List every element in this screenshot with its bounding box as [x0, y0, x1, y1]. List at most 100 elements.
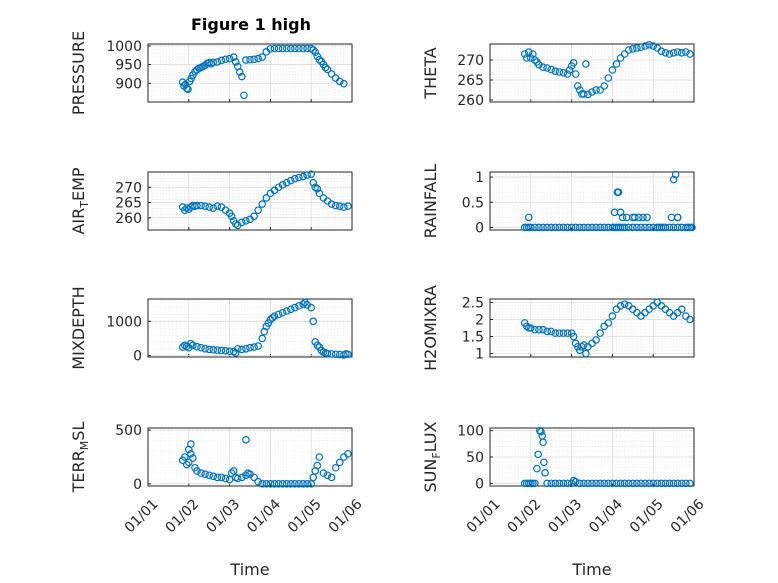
panel-7-point — [608, 479, 617, 488]
panel-4-point — [209, 345, 218, 354]
panel-0-point — [184, 85, 192, 94]
panel-5-ytick-label: 1.5 — [462, 330, 484, 346]
panel-0-point — [266, 45, 275, 53]
panel-6-xtick-label: 01/02 — [163, 496, 203, 536]
panel-6-point — [242, 471, 250, 480]
panel-6-point — [299, 480, 307, 488]
panel-7-point — [657, 479, 666, 488]
panel-3-point — [539, 223, 547, 232]
panel-7-point — [533, 464, 541, 473]
panel-6-point — [270, 480, 279, 488]
panel-5-point — [569, 332, 578, 341]
panel-3-ylabel: RAINFALL — [421, 164, 440, 239]
panel-1-point — [669, 48, 678, 57]
panel-2-point — [327, 200, 336, 208]
panel-4-point — [299, 300, 307, 308]
panel-6-point — [286, 480, 295, 488]
panel-0-point — [335, 77, 344, 86]
panel-1-point — [608, 66, 617, 74]
panel-4-point — [307, 303, 316, 312]
panel-7-point — [624, 479, 633, 488]
panel-5-point — [580, 341, 588, 349]
panel-0-point — [327, 70, 336, 78]
panel-0-point — [209, 58, 218, 67]
panel-3-point — [618, 213, 627, 222]
panel-7-point — [673, 479, 682, 488]
panel-3-point — [531, 223, 539, 232]
panel-0-point — [321, 63, 330, 72]
panel-3-point — [592, 223, 600, 232]
panel-6-point — [209, 472, 218, 481]
panel-0-point — [231, 58, 240, 66]
panel-2-point — [274, 183, 283, 192]
panel-6-point — [274, 480, 283, 488]
panel-7-point — [686, 479, 694, 488]
panel-7-xtick-label: 01/05 — [627, 496, 667, 536]
panel-4-point — [268, 314, 277, 322]
panel-6-ytick-label: 0 — [133, 477, 142, 493]
panel-1-point — [624, 46, 633, 54]
panel-5-point — [677, 305, 686, 314]
panel-4-point — [221, 347, 230, 355]
panel-1-point — [555, 68, 564, 76]
panel-6-point — [201, 470, 209, 478]
panel-3-point — [671, 170, 680, 179]
panel-2-point — [291, 174, 299, 183]
panel-7-point — [537, 427, 545, 436]
panel-3-point — [633, 223, 641, 232]
panel-6-point — [189, 454, 197, 462]
panel-6-point — [335, 458, 344, 467]
panel-4-point — [301, 298, 309, 307]
panel-5-point — [563, 329, 572, 337]
panel-2-axes-box — [147, 171, 353, 231]
panel-7-point — [600, 479, 609, 488]
panel-1-point — [673, 48, 682, 56]
panel-3-point — [600, 223, 609, 232]
panel-0-axes-box — [147, 43, 353, 103]
panel-5-point — [616, 302, 625, 310]
panel-6-point — [291, 480, 299, 488]
panel-1-point — [535, 61, 543, 69]
panel-1-point — [580, 90, 588, 98]
panel-4-axes-box — [147, 298, 353, 358]
panel-6-point — [282, 480, 291, 488]
panel-7-point — [580, 479, 588, 488]
panel-7-point — [543, 479, 551, 488]
panel-7-point — [649, 479, 658, 488]
panel-1-point — [573, 82, 582, 90]
panel-6-point — [295, 480, 303, 488]
panel-4-point — [217, 346, 226, 355]
panel-2-point — [209, 204, 218, 212]
panel-7-point — [596, 479, 604, 488]
panel-7-point — [633, 479, 641, 488]
panel-7-point — [531, 479, 539, 488]
panel-3-point — [551, 223, 560, 232]
panel-4-point — [327, 350, 336, 358]
panel-4-ytick-label: 0 — [133, 349, 142, 365]
panel-1-point — [637, 43, 645, 52]
panel-1-point — [543, 64, 551, 72]
panel-6-ylabel: TERRMSL — [69, 422, 91, 494]
panel-4-point — [233, 344, 242, 353]
panel-6-point — [187, 440, 195, 448]
panel-7-point — [637, 479, 645, 488]
panel-1-ytick-label: 260 — [457, 93, 484, 109]
panel-6-point — [242, 436, 250, 444]
panel-6-point — [307, 480, 316, 488]
panel-4-point — [189, 341, 197, 350]
panel-6-point — [193, 467, 201, 475]
panel-0-ytick-label: 1000 — [106, 39, 142, 55]
panel-4-point — [270, 312, 279, 320]
panel-1-point — [628, 44, 637, 53]
panel-3-point — [673, 223, 682, 232]
panel-6-point — [327, 473, 336, 482]
panel-4-point — [295, 302, 303, 310]
panel-3-point — [688, 223, 696, 232]
panel-3-point — [645, 223, 653, 232]
panel-7-ylabel: SUNFLUX — [421, 421, 443, 492]
panel-5-point — [592, 336, 600, 344]
panel-4-point — [317, 346, 326, 355]
panel-7-ytick-label: 50 — [466, 450, 484, 466]
panel-4: 0 1000 MIXDEPTH — [69, 286, 353, 370]
panel-7-point — [575, 479, 584, 488]
